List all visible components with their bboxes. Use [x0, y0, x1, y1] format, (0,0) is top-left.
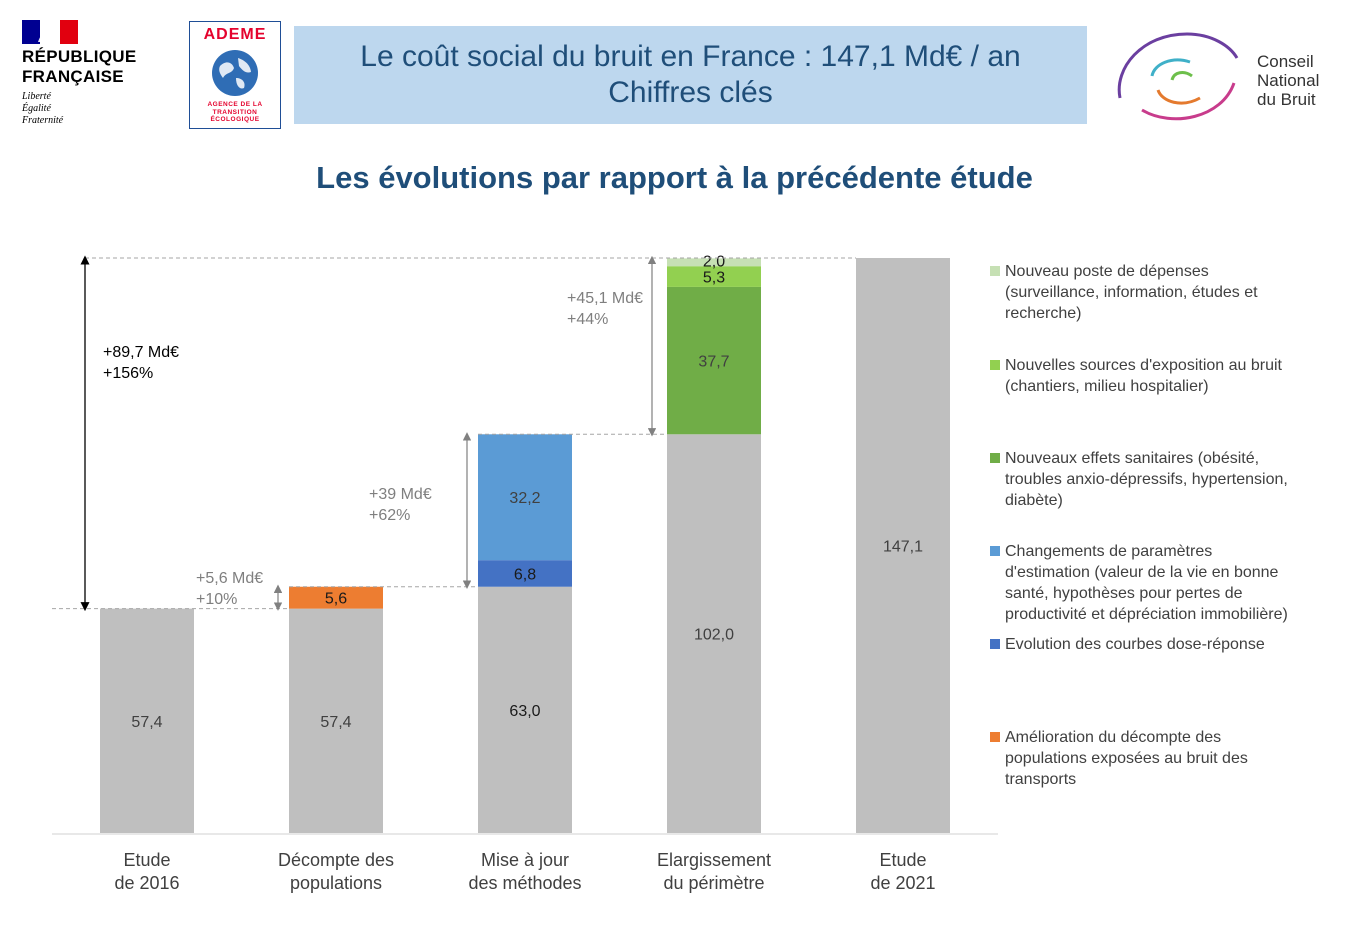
- cnb-name-line: Conseil: [1257, 52, 1314, 71]
- legend-label-line: Nouvelles sources d'exposition au bruit: [1005, 357, 1282, 374]
- legend-label-line: Changements de paramètres: [1005, 543, 1213, 560]
- change-annotation: +45,1 Md€: [567, 290, 643, 307]
- bar-segment: [100, 608, 194, 833]
- legend-label-line: Amélioration du décompte des: [1005, 729, 1222, 746]
- rf-name-line1: RÉPUBLIQUE: [22, 47, 137, 66]
- ademe-subtitle: AGENCE DE LA TRANSITION ÉCOLOGIQUE: [190, 101, 280, 124]
- bar-segment: [667, 434, 761, 833]
- data-label: 5,3: [703, 270, 725, 287]
- category-label: Etude: [123, 850, 170, 870]
- ademe-subtitle-line: AGENCE DE LA: [207, 101, 263, 108]
- data-label: 6,8: [514, 566, 536, 583]
- legend-label-line: Evolution des courbes dose-réponse: [1005, 636, 1265, 653]
- ademe-name: ADEME: [203, 26, 267, 43]
- bar-segment: [289, 586, 383, 609]
- legend-swatch: [990, 732, 1000, 742]
- legend-label-line: diabète): [1005, 492, 1063, 509]
- title-line1: Le coût social du bruit en France : 147,…: [360, 40, 1021, 73]
- globe-icon: [212, 50, 258, 96]
- rf-motto-line: Fraternité: [22, 115, 64, 126]
- cnb-swirl-icon: [1117, 32, 1239, 121]
- category-label: populations: [290, 873, 382, 893]
- data-label: 37,7: [698, 354, 729, 371]
- ademe-subtitle-line: ÉCOLOGIQUE: [210, 116, 260, 123]
- change-annotation: +44%: [567, 311, 608, 328]
- bar-segment: [478, 434, 572, 561]
- legend-swatch: [990, 453, 1000, 463]
- data-label: 2,0: [703, 253, 725, 270]
- rf-motto: Liberté Égalité Fraternité: [22, 91, 63, 127]
- change-annotation: +156%: [103, 365, 153, 382]
- data-label: 57,4: [131, 714, 162, 731]
- rf-motto-line: Liberté: [22, 91, 51, 102]
- title-banner: Le coût social du bruit en France : 147,…: [294, 26, 1087, 124]
- data-label: 5,6: [325, 591, 347, 608]
- rf-motto-line: Égalité: [22, 103, 51, 114]
- legend-label-line: (chantiers, milieu hospitalier): [1005, 378, 1209, 395]
- legend-label-line: Nouveau poste de dépenses: [1005, 263, 1209, 280]
- chart-title: Les évolutions par rapport à la précéden…: [316, 160, 1033, 195]
- bar-segment: [667, 266, 761, 287]
- change-annotation: +39 Md€: [369, 486, 432, 503]
- data-label: 63,0: [509, 703, 540, 720]
- legend-label-line: productivité et dépréciation immobilière…: [1005, 606, 1288, 623]
- legend-label: Nouveau poste de dépenses (surveillance, …: [1005, 261, 1258, 324]
- legend-label: Nouveaux effets sanitaires (obésité, trou…: [1005, 448, 1288, 511]
- category-label: Décompte des: [278, 850, 394, 870]
- legend-label: Amélioration du décompte des populations …: [1005, 727, 1248, 790]
- legend-label-line: (surveillance, information, études et: [1005, 284, 1258, 301]
- rf-name: RÉPUBLIQUE FRANÇAISE: [22, 47, 136, 87]
- change-annotation: +89,7 Md€: [103, 344, 179, 361]
- data-label: 32,2: [509, 490, 540, 507]
- legend-swatch: [990, 360, 1000, 370]
- legend-swatch: [990, 266, 1000, 276]
- legend-label: Evolution des courbes dose-réponse: [1005, 634, 1265, 655]
- category-label: du périmètre: [663, 873, 764, 893]
- bar-segment: [478, 586, 572, 833]
- bar-segment: [856, 258, 950, 833]
- legend-label-line: Nouveaux effets sanitaires (obésité,: [1005, 450, 1260, 467]
- cnb-name-line: du Bruit: [1257, 90, 1316, 109]
- ademe-subtitle-line: TRANSITION: [212, 108, 258, 116]
- category-label: des méthodes: [468, 873, 581, 893]
- legend-swatch: [990, 546, 1000, 556]
- category-label: Elargissement: [657, 850, 771, 870]
- rf-name-line2: FRANÇAISE: [22, 67, 124, 86]
- change-annotation: +62%: [369, 507, 410, 524]
- legend-label: Nouvelles sources d'exposition au bruit (…: [1005, 355, 1282, 397]
- data-label: 147,1: [883, 539, 923, 556]
- bar-segment: [667, 258, 761, 267]
- marianne-flag-icon: [22, 20, 78, 44]
- cnb-logo: Conseil National du Bruit: [1112, 28, 1342, 126]
- legend-swatch: [990, 639, 1000, 649]
- ademe-logo: ADEME AGENCE DE LA TRANSITION ÉCOLOGIQUE: [189, 21, 281, 129]
- legend-label: Changements de paramètres d'estimation (v…: [1005, 541, 1288, 625]
- data-label: 102,0: [694, 627, 734, 644]
- legend-label-line: recherche): [1005, 305, 1082, 322]
- legend-label-line: troubles anxio-dépressifs, hypertension,: [1005, 471, 1288, 488]
- category-label: Etude: [879, 850, 926, 870]
- legend-label-line: santé, hypothèses pour pertes de: [1005, 585, 1243, 602]
- title-line2: Chiffres clés: [608, 76, 773, 109]
- bar-segment: [667, 286, 761, 435]
- change-annotation: +10%: [196, 591, 237, 608]
- category-label: de 2021: [870, 873, 935, 893]
- legend-label-line: populations exposées au bruit des: [1005, 750, 1248, 767]
- data-label: 57,4: [320, 714, 351, 731]
- bar-segment: [289, 608, 383, 833]
- category-label: de 2016: [114, 873, 179, 893]
- bar-segment: [478, 560, 572, 587]
- legend-label-line: transports: [1005, 771, 1077, 788]
- cnb-name: Conseil National du Bruit: [1257, 52, 1319, 109]
- cnb-name-line: National: [1257, 71, 1320, 90]
- legend-label-line: d'estimation (valeur de la vie en bonne: [1005, 564, 1279, 581]
- change-annotation: +5,6 Md€: [196, 570, 263, 587]
- category-label: Mise à jour: [481, 850, 569, 870]
